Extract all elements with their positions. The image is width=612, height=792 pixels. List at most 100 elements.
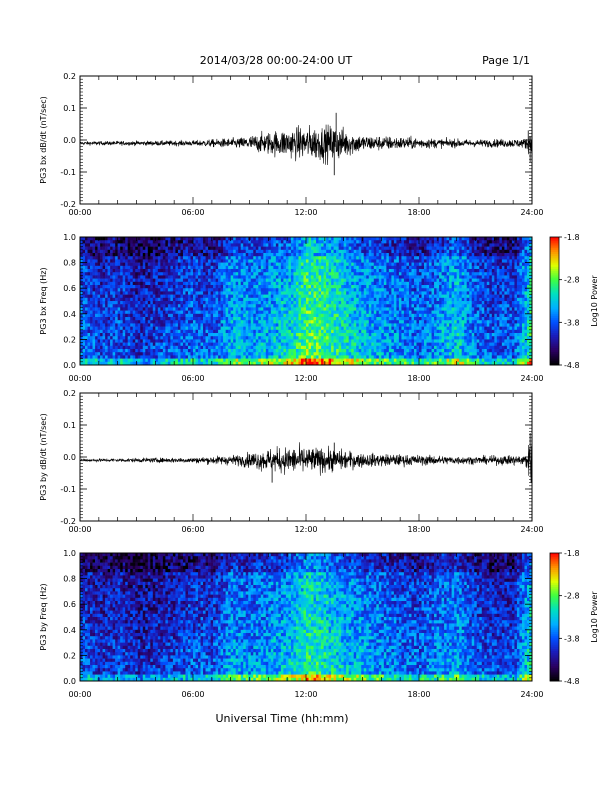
spectrogram-cell xyxy=(142,272,146,276)
spectrogram-cell xyxy=(356,333,360,337)
spectrogram-cell xyxy=(162,336,166,340)
spectrogram-cell xyxy=(198,329,201,334)
spectrogram-cell xyxy=(120,349,123,353)
spectrogram-cell xyxy=(371,249,375,254)
spectrogram-cell xyxy=(87,297,91,302)
spectrogram-cell xyxy=(198,336,201,340)
spectrogram-cell xyxy=(300,342,304,347)
spectrogram-cell xyxy=(205,301,209,305)
spectrogram-cell xyxy=(268,307,272,311)
spectrogram-cell xyxy=(300,329,304,334)
spectrogram-cell xyxy=(300,237,304,241)
spectrogram-cell xyxy=(318,304,322,308)
spectrogram-cell xyxy=(225,262,229,267)
spectrogram-cell xyxy=(112,310,116,315)
spectrogram-cell xyxy=(223,304,226,308)
spectrogram-cell xyxy=(308,256,312,260)
spectrogram-cell xyxy=(152,256,156,260)
spectrogram-cell xyxy=(130,317,134,321)
spectrogram-cell xyxy=(82,240,86,244)
spectrogram-cell xyxy=(152,262,156,267)
spectrogram-cell xyxy=(316,304,319,308)
spectrogram-cell xyxy=(243,326,247,331)
spectrogram-cell xyxy=(97,246,101,251)
spectrogram-cell xyxy=(205,249,209,254)
spectrogram-cell xyxy=(107,246,111,251)
spectrogram-cell xyxy=(243,253,247,257)
spectrogram-cell xyxy=(250,285,254,289)
spectrogram-cell xyxy=(210,358,214,363)
spectrogram-cell xyxy=(273,304,277,308)
spectrogram-cell xyxy=(311,323,314,327)
spectrogram-cell xyxy=(210,297,214,302)
spectrogram-cell xyxy=(92,339,96,343)
spectrogram-cell xyxy=(313,275,317,279)
spectrogram-cell xyxy=(213,326,216,331)
spectrogram-cell xyxy=(182,256,186,260)
spectrogram-cell xyxy=(348,301,352,305)
spectrogram-cell xyxy=(351,310,355,315)
spectrogram-cell xyxy=(318,269,322,273)
spectrogram-cell xyxy=(351,297,355,302)
spectrogram-cell xyxy=(85,294,88,299)
spectrogram-cell xyxy=(132,317,136,321)
spectrogram-cell xyxy=(295,345,299,350)
spectrogram-cell xyxy=(311,278,314,283)
spectrogram-cell xyxy=(97,333,101,337)
spectrogram-cell xyxy=(120,307,123,311)
spectrogram-cell xyxy=(112,249,116,254)
spectrogram-cell xyxy=(353,285,357,289)
spectrogram-cell xyxy=(160,285,164,289)
spectrogram-cell xyxy=(218,358,221,363)
spectrogram-cell xyxy=(225,269,229,273)
spectrogram-cell xyxy=(100,253,103,257)
spectrogram-cell xyxy=(182,310,186,315)
spectrogram-cell xyxy=(180,355,184,359)
spectrogram-cell xyxy=(112,288,116,292)
spectrogram-cell xyxy=(80,339,83,343)
page-title: 2014/03/28 00:00-24:00 UT xyxy=(200,54,353,67)
spectrogram-cell xyxy=(147,333,151,337)
spectrogram-cell xyxy=(336,304,339,308)
spectrogram-cell xyxy=(145,317,149,321)
spectrogram-cell xyxy=(142,297,146,302)
spectrogram-cell xyxy=(92,256,96,260)
spectrogram-cell xyxy=(112,323,116,327)
spectrogram-cell xyxy=(328,275,332,279)
spectrogram-cell xyxy=(228,272,231,276)
spectrogram-cell xyxy=(351,275,355,279)
spectrogram-cell xyxy=(295,275,299,279)
spectrogram-cell xyxy=(326,249,329,254)
spectrogram-cell xyxy=(230,285,234,289)
spectrogram-cell xyxy=(228,281,231,286)
spectrogram-cell xyxy=(147,262,151,267)
spectrogram-cell xyxy=(155,326,159,331)
spectrogram-cell xyxy=(283,243,287,247)
spectrogram-cell xyxy=(240,275,244,279)
spectrogram-cell xyxy=(208,246,211,251)
spectrogram-cell xyxy=(208,310,211,315)
spectrogram-cell xyxy=(278,249,282,254)
spectrogram-cell xyxy=(87,345,91,350)
spectrogram-cell xyxy=(137,352,141,356)
spectrogram-cell xyxy=(155,323,159,327)
spectrogram-cell xyxy=(250,294,254,299)
spectrogram-cell xyxy=(147,243,151,247)
spectrogram-cell xyxy=(90,237,93,241)
x-tick-label: 12:00 xyxy=(294,208,317,217)
spectrogram-cell xyxy=(341,329,344,334)
spectrogram-cell xyxy=(107,265,111,270)
spectrogram-cell xyxy=(275,352,279,356)
spectrogram-cell xyxy=(240,329,244,334)
spectrogram-cell xyxy=(187,269,191,273)
spectrogram-cell xyxy=(117,259,121,263)
spectrogram-cell xyxy=(205,237,209,241)
spectrogram-cell xyxy=(273,262,277,267)
spectrogram-cell xyxy=(295,358,299,363)
spectrogram-cell xyxy=(308,352,312,356)
spectrogram-cell xyxy=(233,297,236,302)
spectrogram-cell xyxy=(85,262,88,267)
spectrogram-cell xyxy=(298,265,302,270)
spectrogram-cell xyxy=(80,262,83,267)
spectrogram-cell xyxy=(290,301,294,305)
